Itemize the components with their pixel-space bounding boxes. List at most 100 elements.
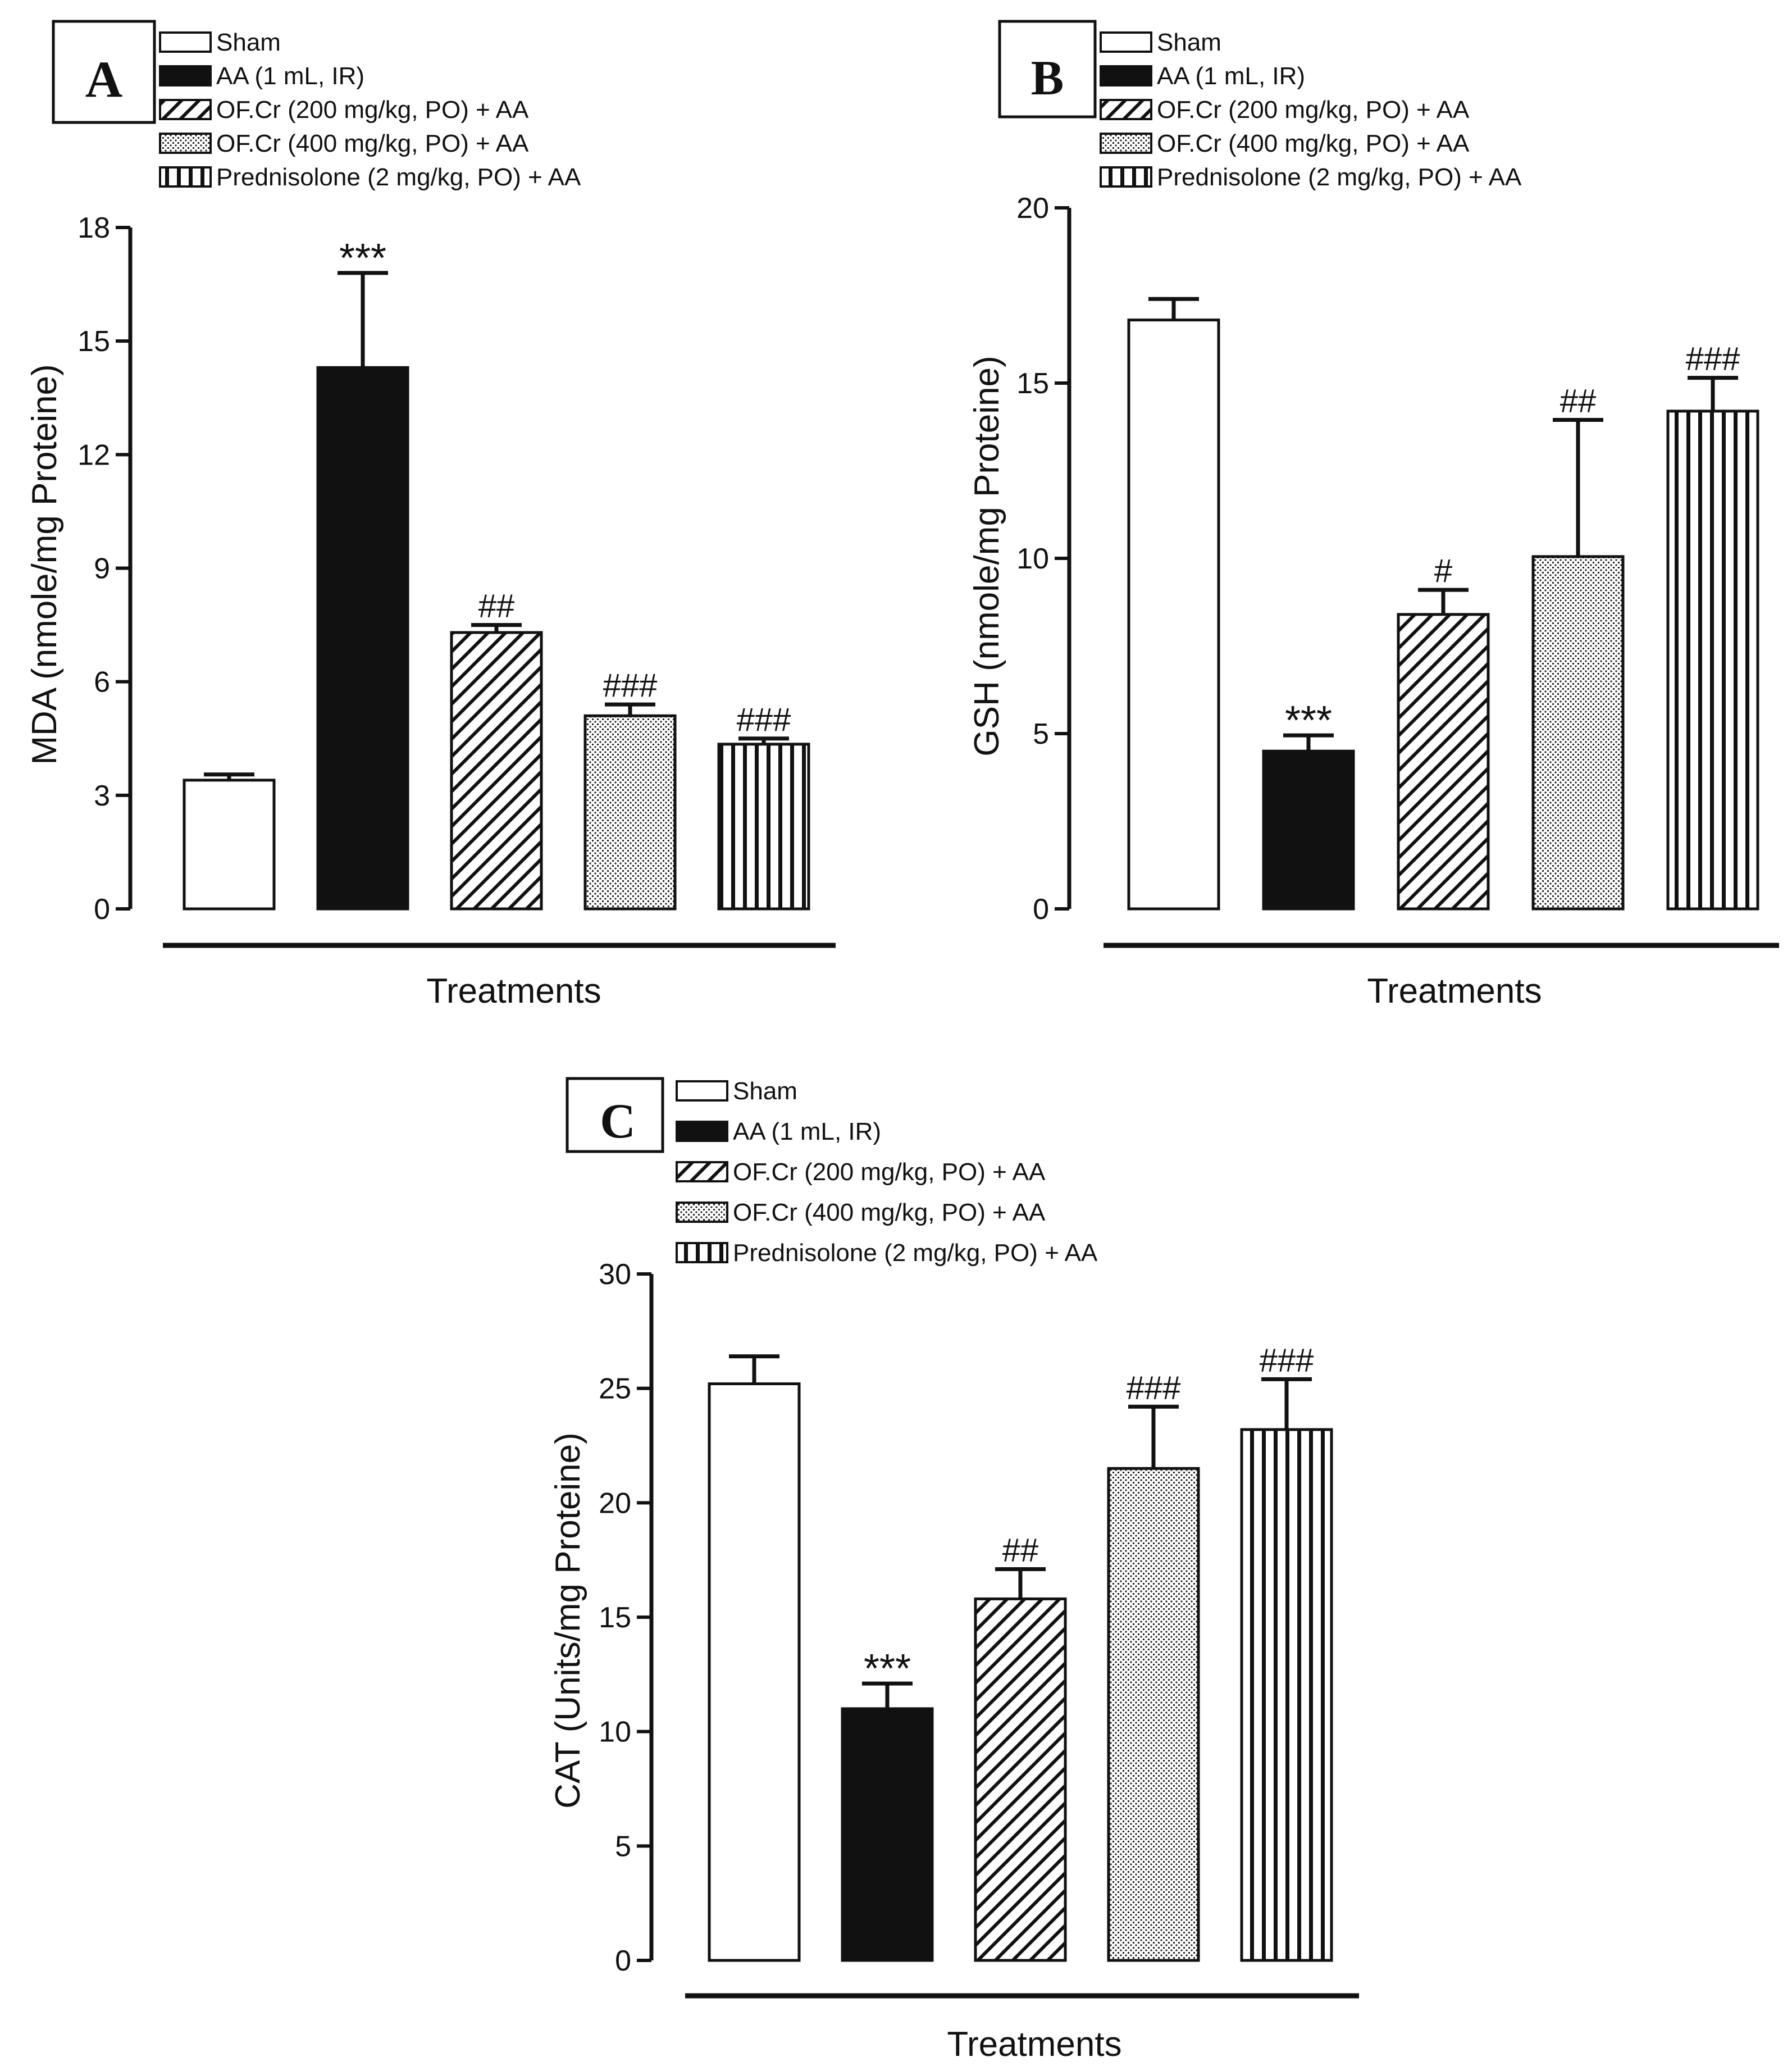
- bar: [1107, 1467, 1200, 1962]
- legend-swatch: [159, 99, 212, 120]
- significance-label: ###: [1127, 1369, 1181, 1406]
- legend-item: Sham: [1100, 29, 1221, 56]
- legend-label: Sham: [216, 29, 281, 56]
- legend-swatch: [676, 1161, 728, 1182]
- y-tick-label: 15: [1016, 367, 1049, 400]
- legend-item: OF.Cr (400 mg/kg, PO) + AA: [159, 130, 529, 157]
- y-axis-title: GSH (nmole/mg Proteine): [968, 356, 1006, 756]
- significance-label: ***: [1285, 698, 1332, 743]
- legend-swatch: [159, 31, 212, 53]
- y-axis-title: MDA (nmole/mg Proteine): [25, 364, 64, 764]
- y-tick-label: 30: [599, 1258, 631, 1291]
- significance-label: ***: [339, 236, 386, 281]
- legend-swatch: [1100, 31, 1152, 53]
- bar: [1531, 555, 1625, 911]
- legend-item: OF.Cr (200 mg/kg, PO) + AA: [159, 96, 529, 124]
- significance-label: ###: [1686, 341, 1740, 377]
- y-tick-label: 0: [94, 893, 110, 926]
- legend-item: AA (1 mL, IR): [676, 1118, 881, 1145]
- panel-letter: A: [85, 51, 122, 108]
- legend-item: AA (1 mL, IR): [1100, 62, 1305, 90]
- plot-area: 0 5 10 15 20 25 30 CAT (Units/mg Proteine) *** ##…: [549, 1258, 1359, 2064]
- panel-label-box: B: [998, 20, 1097, 119]
- legend: Sham AA (1 mL, IR) OF.Cr (200 mg/kg, PO) +…: [1100, 29, 1522, 191]
- significance-label: ***: [864, 1646, 911, 1691]
- x-axis-title: Treatments: [426, 972, 601, 1011]
- x-axis-title: Treatments: [1367, 972, 1542, 1011]
- legend-label: Sham: [733, 1077, 797, 1105]
- legend-label: Prednisolone (2 mg/kg, PO) + AA: [733, 1239, 1098, 1267]
- panel-c: C Sham AA (1 mL, IR) OF.Cr (200 mg/kg, PO)…: [549, 1077, 1359, 2064]
- panel-a: A Sham AA (1 mL, IR) OF.Cr (200 mg/kg, PO)…: [25, 20, 836, 1011]
- legend-label: OF.Cr (200 mg/kg, PO) + AA: [733, 1158, 1046, 1186]
- bar: [450, 631, 543, 911]
- bar: [583, 714, 677, 911]
- legend-item: OF.Cr (200 mg/kg, PO) + AA: [1100, 96, 1470, 124]
- significance-label: ###: [1260, 1342, 1314, 1378]
- legend-item: Sham: [676, 1077, 797, 1105]
- legend-label: AA (1 mL, IR): [1157, 62, 1305, 90]
- legend-item: Prednisolone (2 mg/kg, PO) + AA: [676, 1239, 1098, 1267]
- y-tick-label: 5: [615, 1830, 631, 1863]
- legend-swatch: [159, 65, 212, 87]
- y-tick-label: 25: [599, 1373, 631, 1405]
- y-tick-label: 15: [599, 1601, 631, 1634]
- legend-label: OF.Cr (200 mg/kg, PO) + AA: [1157, 96, 1470, 124]
- legend-swatch: [676, 1080, 728, 1102]
- panel-letter: C: [600, 1094, 636, 1149]
- legend-swatch: [1100, 133, 1152, 154]
- y-tick-label: 18: [77, 212, 110, 244]
- legend: Sham AA (1 mL, IR) OF.Cr (200 mg/kg, PO) +…: [676, 1077, 1098, 1267]
- legend-swatch: [1100, 65, 1152, 87]
- legend-swatch: [676, 1242, 728, 1263]
- legend-swatch: [676, 1202, 728, 1223]
- legend-swatch: [676, 1121, 728, 1142]
- x-axis-title: Treatments: [947, 2025, 1121, 2064]
- bar: [1397, 613, 1490, 911]
- bar: [1666, 409, 1759, 911]
- significance-label: ##: [478, 588, 515, 625]
- legend-item: Prednisolone (2 mg/kg, PO) + AA: [1100, 163, 1522, 191]
- legend-label: OF.Cr (400 mg/kg, PO) + AA: [216, 130, 529, 157]
- legend-item: OF.Cr (200 mg/kg, PO) + AA: [676, 1158, 1046, 1186]
- panel-letter: B: [1031, 51, 1064, 106]
- significance-label: ##: [1002, 1532, 1039, 1568]
- legend-label: OF.Cr (400 mg/kg, PO) + AA: [1157, 130, 1470, 157]
- legend-label: AA (1 mL, IR): [216, 62, 364, 90]
- y-tick-label: 10: [599, 1716, 631, 1749]
- bar: [717, 743, 810, 911]
- legend-label: OF.Cr (200 mg/kg, PO) + AA: [216, 96, 529, 124]
- legend: Sham AA (1 mL, IR) OF.Cr (200 mg/kg, PO) +…: [159, 29, 581, 191]
- legend-label: OF.Cr (400 mg/kg, PO) + AA: [733, 1199, 1046, 1226]
- y-tick-label: 12: [77, 439, 110, 471]
- bar: [1240, 1428, 1333, 1962]
- legend-swatch: [159, 166, 212, 188]
- legend-item: OF.Cr (400 mg/kg, PO) + AA: [676, 1199, 1046, 1226]
- y-tick-label: 3: [94, 780, 110, 812]
- significance-label: ###: [603, 667, 658, 704]
- bar: [974, 1597, 1067, 1962]
- bar: [1262, 749, 1355, 911]
- bar: [316, 366, 409, 911]
- y-tick-label: 10: [1016, 543, 1049, 575]
- bar: [841, 1707, 934, 1962]
- significance-label: #: [1434, 553, 1452, 589]
- y-tick-label: 20: [1016, 192, 1049, 225]
- y-tick-label: 9: [94, 553, 110, 585]
- legend-swatch: [1100, 99, 1152, 120]
- legend-item: AA (1 mL, IR): [159, 62, 364, 90]
- y-axis-title: CAT (Units/mg Proteine): [549, 1432, 587, 1809]
- y-tick-label: 0: [615, 1945, 631, 1977]
- y-tick-label: 20: [599, 1487, 631, 1519]
- bar: [183, 779, 276, 911]
- bar: [1127, 318, 1220, 911]
- legend-label: AA (1 mL, IR): [733, 1118, 881, 1145]
- y-tick-label: 5: [1033, 718, 1049, 750]
- bar: [708, 1382, 801, 1962]
- y-tick-label: 6: [94, 666, 110, 699]
- legend-label: Prednisolone (2 mg/kg, PO) + AA: [1157, 163, 1522, 191]
- significance-label: ###: [737, 702, 791, 738]
- legend-swatch: [1100, 166, 1152, 188]
